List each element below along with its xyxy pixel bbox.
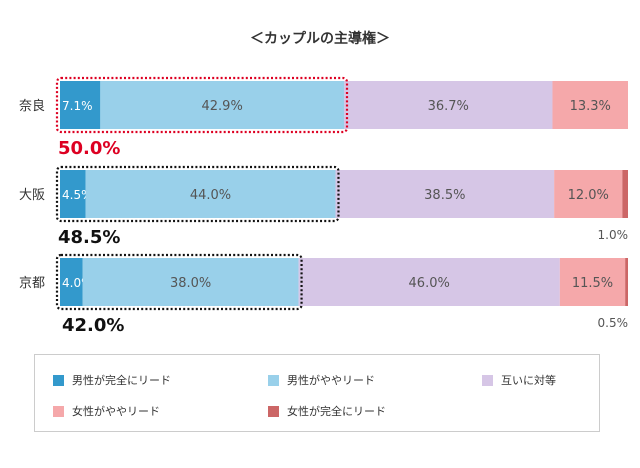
- data-label: 38.5%: [424, 188, 465, 203]
- legend-item: 互いに対等: [482, 372, 556, 388]
- bar-segment: [335, 170, 555, 218]
- male-lead-outline: [55, 165, 340, 223]
- chart-legend: 男性が完全にリード 男性がややリード 互いに対等女性がややリード 女性が完全にリード: [34, 354, 600, 432]
- data-label: 0.5%: [598, 316, 629, 330]
- data-label: 12.0%: [568, 188, 609, 203]
- data-label: 42.9%: [202, 99, 243, 114]
- legend-label: 互いに対等: [501, 374, 556, 387]
- male-lead-total: 50.0%: [58, 138, 120, 159]
- data-label: 44.0%: [190, 188, 231, 203]
- legend-label: 女性がややリード: [72, 405, 160, 418]
- legend-label: 男性がややリード: [287, 374, 375, 387]
- legend-item: 男性が完全にリード: [53, 372, 171, 388]
- bar-segment: [554, 170, 623, 218]
- male-lead-outline: [55, 253, 303, 311]
- male-lead-outline: [55, 76, 349, 134]
- chart-title: ＜カップルの主導権＞: [250, 30, 390, 47]
- bar-segment: [344, 81, 553, 129]
- legend-item: 男性がややリード: [268, 372, 375, 388]
- bar-segment: [625, 258, 628, 306]
- bar-segment: [60, 81, 101, 129]
- category-label: 大阪: [19, 188, 45, 203]
- legend-swatch: [482, 374, 493, 386]
- bar-segment: [60, 170, 86, 218]
- bar-segment: [298, 258, 560, 306]
- legend-swatch: [53, 374, 64, 386]
- legend-swatch: [268, 374, 279, 386]
- legend-item: 女性が完全にリード: [268, 403, 386, 419]
- legend-swatch: [53, 405, 64, 417]
- bar-segment: [85, 170, 336, 218]
- legend-item: 女性がややリード: [53, 403, 160, 419]
- legend-label: 男性が完全にリード: [72, 374, 171, 387]
- stacked-bar-chart: ＜カップルの主導権＞ 奈良 7.1% 42.9% 36.7% 13.3% 50.0% 大阪 4…: [19, 30, 629, 336]
- male-lead-total: 42.0%: [62, 315, 124, 336]
- category-label: 奈良: [19, 98, 45, 114]
- data-label: 7.1%: [62, 99, 93, 113]
- data-label: 1.0%: [598, 228, 629, 242]
- bar-segment: [552, 81, 628, 129]
- data-label: 11.5%: [572, 276, 613, 291]
- bar-segment: [100, 81, 344, 129]
- legend-label: 女性が完全にリード: [287, 405, 386, 418]
- data-label: 38.0%: [170, 276, 211, 291]
- data-label: 4.5%: [62, 188, 93, 202]
- data-label: 46.0%: [409, 276, 450, 291]
- legend-swatch: [268, 405, 279, 417]
- category-label: 京都: [19, 276, 45, 291]
- bar-segment: [622, 170, 628, 218]
- bar-segment: [559, 258, 626, 306]
- data-label: 13.3%: [570, 99, 611, 114]
- bar-segment: [82, 258, 299, 306]
- bar-segment: [60, 258, 83, 306]
- male-lead-total: 48.5%: [58, 227, 120, 248]
- data-label: 36.7%: [428, 99, 469, 114]
